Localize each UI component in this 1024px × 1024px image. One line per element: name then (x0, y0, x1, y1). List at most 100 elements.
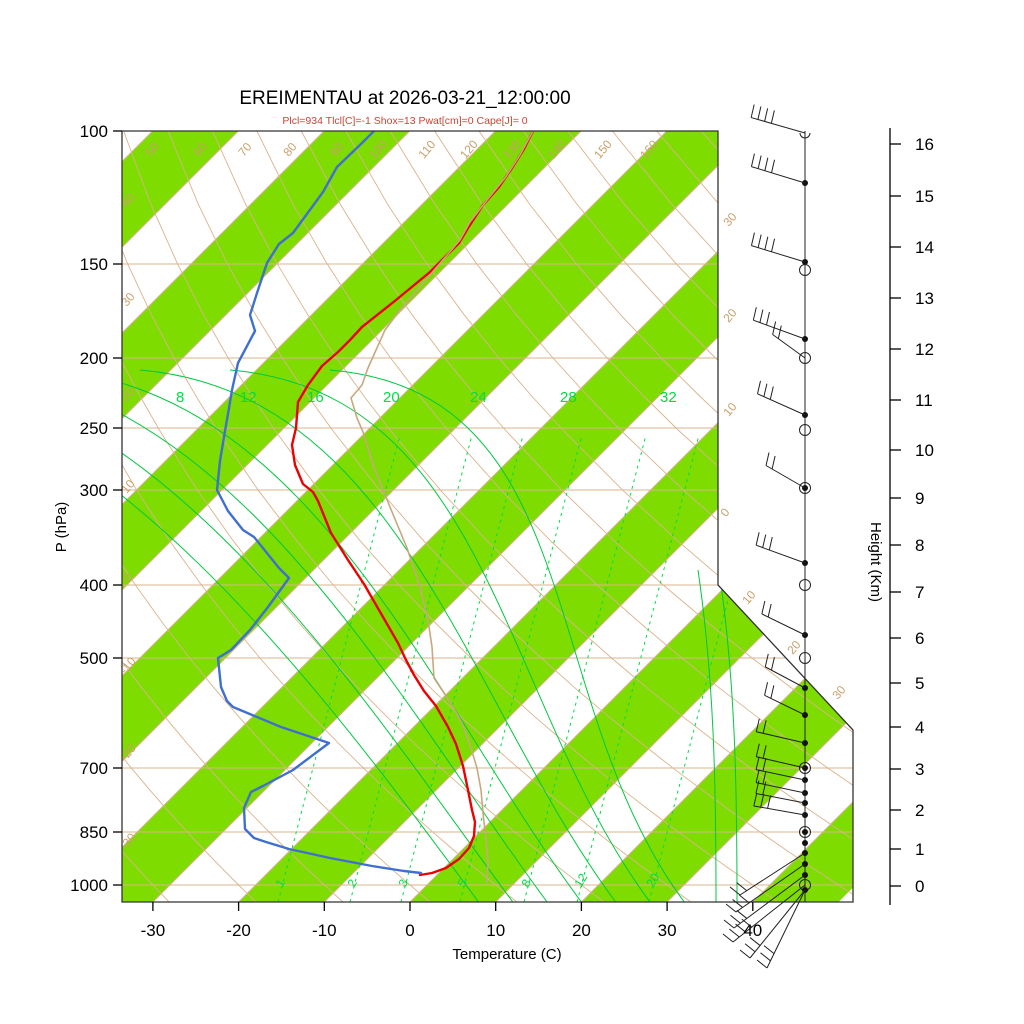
height-tick-label: 16 (915, 135, 934, 154)
right-isotherm-label: 10 (720, 400, 740, 419)
wind-barb-tick (771, 455, 776, 470)
wind-barb-staff (751, 117, 806, 134)
wind-barb-fan-staff (732, 884, 806, 943)
diagonal-isotherm-label: 10 (739, 588, 759, 607)
moist-adiabat (139, 369, 617, 902)
moist-adiabat (122, 369, 582, 902)
temperature-tick-label: 0 (405, 921, 414, 940)
wind-barb-tick (763, 383, 768, 397)
dry-adiabat (389, 131, 853, 902)
wind-barb-tick (757, 155, 762, 169)
dry-adiabat (122, 131, 520, 902)
wind-level-circle (799, 579, 811, 591)
wind-barb-staff (765, 666, 806, 689)
wind-barb-staff (753, 319, 806, 340)
moist-adiabat (697, 569, 717, 902)
dry-adiabat (123, 131, 782, 902)
wind-barb-staff (756, 756, 806, 769)
dry-adiabat (122, 131, 695, 902)
temperature-tick-label: -10 (312, 921, 337, 940)
temperature-tick-label: 30 (658, 921, 677, 940)
moist-adiabat (122, 369, 479, 902)
pressure-tick-label: 150 (80, 255, 108, 274)
top-theta-label: 110 (415, 137, 438, 161)
wind-barb-tick (755, 780, 760, 794)
wind-barb-fan-staff (739, 852, 806, 896)
left-axis-title: P (hPa) (53, 502, 70, 553)
isotherm-line (122, 131, 325, 902)
plot-area: 8 12 16 20 24 28 321 2 3 5 8 12 20 (0, 131, 853, 904)
wind-barb-fan-staff (733, 874, 806, 929)
wind-barb-tick (763, 945, 775, 955)
temperature-tick-label: 10 (486, 921, 505, 940)
temperature-tick-label: -20 (226, 921, 251, 940)
dry-adiabat (434, 131, 853, 902)
height-tick-label: 4 (915, 718, 924, 737)
wind-level-circle (799, 352, 811, 364)
wind-barb-fan-staff (766, 889, 806, 969)
wind-barb-tick (762, 781, 767, 795)
wind-barb-tick (725, 903, 737, 913)
wind-barb-tick (760, 952, 771, 962)
wind-barb-tick (767, 795, 772, 809)
moist-adiabat-label: 8 (176, 389, 184, 406)
wind-barb-tick (736, 910, 748, 919)
wind-barb-tick (765, 311, 770, 326)
left-theta-label: 30 (118, 290, 138, 309)
mixing-ratio-label: 20 (643, 871, 662, 890)
wind-barb-staff (751, 166, 806, 184)
moist-adiabat-label: 32 (660, 389, 677, 406)
wind-level-dot (802, 829, 808, 835)
wind-barb-staff (753, 805, 806, 816)
wind-barb-tick (728, 928, 740, 938)
wind-barb-tick (762, 720, 767, 734)
height-tick-label: 11 (915, 391, 933, 410)
dry-adiabat (122, 131, 433, 902)
wind-barb-tick (722, 933, 734, 943)
right-isotherm-label: 0 (717, 505, 732, 519)
wind-barb-staff (756, 731, 806, 744)
height-tick-label: 3 (915, 760, 924, 779)
wind-barb-tick (771, 238, 776, 252)
wind-barb-tick (729, 886, 741, 896)
height-tick-label: 1 (915, 840, 924, 859)
dry-adiabat (0, 131, 84, 904)
green-stripe (752, 131, 853, 902)
x-axis-title: Temperature (C) (452, 946, 561, 963)
temperature-tick-label: 40 (743, 921, 762, 940)
wind-barb-tick (730, 914, 741, 924)
wind-barb-tick (762, 770, 767, 785)
dry-adiabat (122, 131, 259, 902)
wind-level-circle (799, 652, 811, 664)
pressure-tick-label: 200 (80, 349, 108, 368)
right-axis-title: Height (Km) (867, 522, 884, 602)
height-tick-label: 9 (915, 489, 924, 508)
height-tick-label: 6 (915, 629, 924, 648)
pressure-tick-label: 700 (80, 759, 108, 778)
wind-barb-tick (755, 743, 760, 757)
isotherm-line (122, 131, 496, 902)
wind-barb-tick (736, 882, 748, 892)
wind-level-circle (799, 264, 811, 276)
wind-barb-tick (757, 106, 762, 120)
wind-barb-tick (770, 110, 775, 124)
pressure-tick-label: 400 (80, 576, 108, 595)
moist-adiabat (122, 369, 548, 902)
sounding-indices-subtitle: Plcl=934 Tlcl[C]=-1 Shox=13 Pwat[cm]=0 C… (282, 115, 527, 127)
wind-barb-tick (755, 532, 760, 546)
wind-barb-tick (741, 918, 753, 928)
dry-adiabat (478, 131, 853, 902)
wind-barb-tick (723, 919, 735, 929)
wind-barb-staff (764, 694, 806, 716)
wind-barb-tick (771, 159, 776, 173)
wind-barb-tick (744, 943, 756, 953)
wind-level-circle (799, 762, 811, 774)
moist-adiabat-label: 12 (240, 389, 257, 406)
wind-barb-staff (755, 769, 806, 781)
green-stripe (122, 131, 410, 902)
moist-adiabat (229, 369, 651, 902)
right-isotherm-label: 30 (720, 210, 740, 229)
dewpoint-curve (215, 131, 423, 875)
isotherm-line (122, 131, 582, 902)
